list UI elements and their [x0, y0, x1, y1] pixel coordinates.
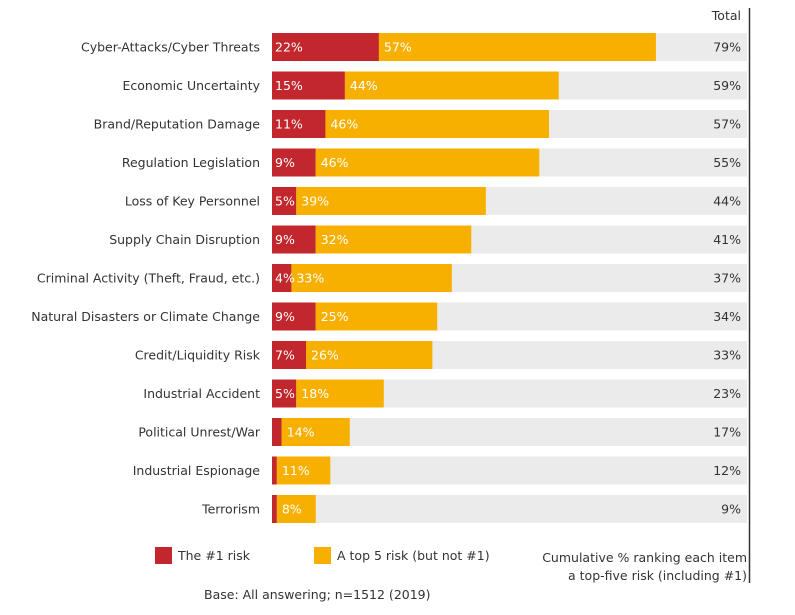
- total-value-1: 59%: [713, 78, 741, 93]
- category-label-4: Loss of Key Personnel: [125, 194, 260, 209]
- legend-first-risk: The #1 risk: [155, 547, 250, 564]
- label-top5-risk-8: 26%: [311, 348, 339, 363]
- bar-top5-risk-2: [325, 110, 550, 138]
- total-value-2: 57%: [713, 117, 741, 132]
- bar-top5-risk-8: [306, 341, 433, 369]
- category-label-3: Regulation Legislation: [122, 155, 260, 170]
- label-first-risk-2: 11%: [275, 117, 303, 132]
- bar-first-risk-2: [272, 110, 326, 138]
- label-first-risk-9: 5%: [275, 386, 295, 401]
- category-label-5: Supply Chain Disruption: [109, 232, 260, 247]
- label-top5-risk-2: 46%: [330, 117, 358, 132]
- label-top5-risk-7: 25%: [321, 309, 349, 324]
- label-first-risk-4: 5%: [275, 194, 295, 209]
- bar-first-risk-7: [272, 302, 316, 331]
- label-first-risk-8: 7%: [275, 348, 295, 363]
- label-top5-risk-1: 44%: [350, 78, 378, 93]
- category-label-7: Natural Disasters or Climate Change: [31, 309, 260, 324]
- total-value-9: 23%: [713, 386, 741, 401]
- total-value-12: 9%: [721, 502, 741, 517]
- total-value-6: 37%: [713, 271, 741, 286]
- category-label-8: Credit/Liquidity Risk: [135, 348, 261, 363]
- total-value-10: 17%: [713, 425, 741, 440]
- base-note: Base: All answering; n=1512 (2019): [204, 587, 431, 602]
- category-label-9: Industrial Accident: [143, 386, 260, 401]
- label-top5-risk-6: 33%: [296, 271, 324, 286]
- cumulative-note-line1: Cumulative % ranking each item: [542, 550, 747, 565]
- label-first-risk-6: 4%: [275, 271, 295, 286]
- label-top5-risk-9: 18%: [301, 386, 329, 401]
- label-top5-risk-4: 39%: [301, 194, 329, 209]
- total-value-7: 34%: [713, 309, 741, 324]
- label-first-risk-5: 9%: [275, 232, 295, 247]
- legend-first-risk-swatch: [155, 547, 172, 564]
- total-value-0: 79%: [713, 40, 741, 55]
- label-top5-risk-5: 32%: [321, 232, 349, 247]
- track-12: [272, 495, 747, 523]
- label-top5-risk-12: 8%: [282, 502, 302, 517]
- track-10: [272, 418, 747, 446]
- label-first-risk-3: 9%: [275, 155, 295, 170]
- track-11: [272, 456, 747, 485]
- category-label-2: Brand/Reputation Damage: [94, 117, 261, 132]
- bar-top5-risk-7: [315, 302, 438, 331]
- category-label-11: Industrial Espionage: [133, 463, 261, 478]
- bar-first-risk-0: [272, 33, 379, 61]
- bar-first-risk-11: [272, 456, 277, 485]
- bar-top5-risk-6: [291, 264, 452, 292]
- category-label-10: Political Unrest/War: [138, 425, 261, 440]
- bar-top5-risk-4: [296, 187, 486, 215]
- bar-first-risk-4: [272, 187, 297, 215]
- bar-top5-risk-9: [296, 379, 384, 408]
- legend-top5-risk-label: A top 5 risk (but not #1): [337, 548, 490, 563]
- label-top5-risk-0: 57%: [384, 40, 412, 55]
- cumulative-note: Cumulative % ranking each item a top-fiv…: [542, 549, 747, 585]
- bar-top5-risk-5: [315, 225, 472, 254]
- bar-first-risk-6: [272, 264, 292, 292]
- total-value-8: 33%: [713, 348, 741, 363]
- bar-top5-risk-3: [315, 148, 540, 177]
- bar-top5-risk-11: [276, 456, 331, 485]
- category-label-6: Criminal Activity (Theft, Fraud, etc.): [37, 271, 260, 286]
- legend-first-risk-label: The #1 risk: [178, 548, 250, 563]
- label-top5-risk-11: 11%: [282, 463, 310, 478]
- bar-top5-risk-12: [276, 495, 316, 523]
- cumulative-note-line2: a top-five risk (including #1): [568, 568, 747, 583]
- label-first-risk-0: 22%: [275, 40, 303, 55]
- bar-first-risk-5: [272, 225, 316, 254]
- legend-top5-risk: A top 5 risk (but not #1): [314, 547, 490, 564]
- label-first-risk-7: 9%: [275, 309, 295, 324]
- total-value-11: 12%: [713, 463, 741, 478]
- bar-first-risk-12: [272, 495, 277, 523]
- label-top5-risk-3: 46%: [321, 155, 349, 170]
- category-label-12: Terrorism: [201, 502, 260, 517]
- category-label-0: Cyber-Attacks/Cyber Threats: [81, 40, 260, 55]
- bar-first-risk-3: [272, 148, 316, 177]
- bar-first-risk-1: [272, 71, 345, 100]
- legend-top5-risk-swatch: [314, 547, 331, 564]
- bar-top5-risk-1: [344, 71, 559, 100]
- label-top5-risk-10: 14%: [287, 425, 315, 440]
- bar-first-risk-10: [272, 418, 282, 446]
- bar-first-risk-8: [272, 341, 307, 369]
- total-value-4: 44%: [713, 194, 741, 209]
- total-header: Total: [711, 8, 741, 23]
- bar-top5-risk-10: [281, 418, 350, 446]
- bar-top5-risk-0: [378, 33, 656, 61]
- total-value-3: 55%: [713, 155, 741, 170]
- total-value-5: 41%: [713, 232, 741, 247]
- label-first-risk-1: 15%: [275, 78, 303, 93]
- bar-first-risk-9: [272, 379, 297, 408]
- category-label-1: Economic Uncertainty: [122, 78, 260, 93]
